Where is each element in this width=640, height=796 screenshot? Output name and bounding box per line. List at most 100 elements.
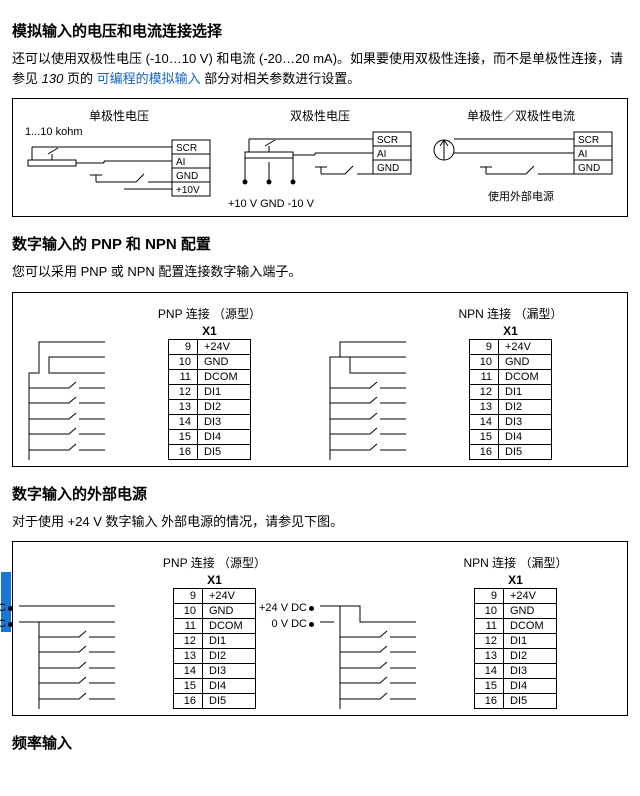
pin-num: 15 xyxy=(169,429,198,444)
section2-title: 数字输入的 PNP 和 NPN 配置 xyxy=(12,233,628,254)
pin-num: 13 xyxy=(169,399,198,414)
pin-label: GND xyxy=(203,604,256,619)
pin-label: +24V xyxy=(203,589,256,604)
pin-num: 16 xyxy=(169,444,198,459)
pin-num: 13 xyxy=(475,649,504,664)
pnp-header: PNP 连接 （源型） xyxy=(99,305,320,322)
svg-text:SCR: SCR xyxy=(578,135,599,146)
pin-num: 11 xyxy=(475,619,504,634)
pnp-ext-label2: +24 V DC xyxy=(0,618,13,630)
npn-table: 9+24V10GND11DCOM12DI113DI214DI315DI416DI… xyxy=(469,339,552,460)
s1-text-c: 部分对相关参数进行设置。 xyxy=(204,71,360,86)
pin-num: 10 xyxy=(174,604,203,619)
pin-label: GND xyxy=(198,354,251,369)
npn-ext-wires xyxy=(320,584,416,734)
pin-num: 16 xyxy=(475,694,504,709)
section2-para: 您可以采用 PNP 或 NPN 配置连接数字输入端子。 xyxy=(12,262,628,282)
npn-ext-label1: +24 V DC xyxy=(250,602,314,614)
unipolar-voltage-diagram: SCRAIGND+10V xyxy=(24,138,214,202)
svg-text:GND: GND xyxy=(578,163,600,174)
pin-num: 9 xyxy=(470,339,499,354)
pin-label: DI1 xyxy=(499,384,552,399)
pin-label: DCOM xyxy=(203,619,256,634)
pin-num: 10 xyxy=(470,354,499,369)
npn-ext-table: 9+24V10GND11DCOM12DI113DI214DI315DI416DI… xyxy=(474,588,557,709)
bipolar-voltage-diagram: SCR AI GND xyxy=(225,126,415,196)
pin-label: DI3 xyxy=(499,414,552,429)
pin-num: 14 xyxy=(174,664,203,679)
svg-text:SCR: SCR xyxy=(176,143,197,154)
d2-title: 双极性电压 xyxy=(220,107,420,124)
pin-label: DI3 xyxy=(198,414,251,429)
pnp-npn-box: PNP 连接 （源型） X1 9+24V10GND11DCOM12DI113DI… xyxy=(12,292,628,467)
pin-label: DI5 xyxy=(504,694,557,709)
pin-label: DI5 xyxy=(203,694,256,709)
pin-num: 11 xyxy=(169,369,198,384)
pin-label: DI4 xyxy=(198,429,251,444)
pin-label: +24V xyxy=(504,589,557,604)
d2-foot: +10 V GND -10 V xyxy=(228,198,420,210)
pin-num: 13 xyxy=(470,399,499,414)
pin-num: 16 xyxy=(174,694,203,709)
pin-num: 10 xyxy=(475,604,504,619)
pin-label: DI1 xyxy=(504,634,557,649)
npn-ext-label2: 0 V DC xyxy=(250,618,314,630)
programmable-analog-input-link[interactable]: 可编程的模拟输入 xyxy=(97,71,201,86)
svg-text:GND: GND xyxy=(377,163,399,174)
pnp-ext-wires xyxy=(19,584,115,734)
pin-num: 12 xyxy=(475,634,504,649)
pin-label: DI4 xyxy=(504,679,557,694)
pnp-ext-label1: 0 V DC xyxy=(0,602,13,614)
pin-label: GND xyxy=(499,354,552,369)
svg-text:SCR: SCR xyxy=(377,135,398,146)
svg-text:+10V: +10V xyxy=(176,185,200,196)
section3-para: 对于使用 +24 V 数字输入 外部电源的情况，请参见下图。 xyxy=(12,512,628,532)
npn-ext-header: NPN 连接 （漏型） xyxy=(410,554,621,571)
pin-num: 9 xyxy=(174,589,203,604)
npn-x1: X1 xyxy=(400,324,621,338)
pin-label: +24V xyxy=(198,339,251,354)
d3-title: 单极性／双极性电流 xyxy=(421,107,621,124)
npn-block: NPN 连接 （漏型） X1 9+24V10GND11DCOM12DI113DI… xyxy=(320,305,621,460)
npn-header: NPN 连接 （漏型） xyxy=(400,305,621,322)
current-diagram: SCR AI GND xyxy=(426,126,616,186)
pin-num: 15 xyxy=(475,679,504,694)
npn-wires xyxy=(320,335,406,485)
d1-title: 单极性电压 xyxy=(19,107,219,124)
pin-label: DI2 xyxy=(499,399,552,414)
pin-label: DI2 xyxy=(203,649,256,664)
pnp-ext-table: 9+24V10GND11DCOM12DI113DI214DI315DI416DI… xyxy=(173,588,256,709)
pin-label: DI2 xyxy=(504,649,557,664)
section3-title: 数字输入的外部电源 xyxy=(12,483,628,504)
pin-num: 16 xyxy=(470,444,499,459)
pin-num: 12 xyxy=(470,384,499,399)
svg-text:AI: AI xyxy=(176,157,185,168)
pin-num: 15 xyxy=(174,679,203,694)
pin-num: 11 xyxy=(470,369,499,384)
svg-text:AI: AI xyxy=(578,149,587,160)
section1-para: 还可以使用双极性电压 (-10…10 V) 和电流 (-20…20 mA)。如果… xyxy=(12,49,628,88)
pnp-ext-block: PNP 连接 （源型） X1 0 V DC +24 V DC 9+24V10GN… xyxy=(19,554,320,709)
section4-title: 频率输入 xyxy=(12,732,628,753)
pin-label: DI5 xyxy=(198,444,251,459)
ext-power-box: PNP 连接 （源型） X1 0 V DC +24 V DC 9+24V10GN… xyxy=(12,541,628,716)
pnp-ext-x1: X1 xyxy=(109,573,320,587)
pin-label: DI3 xyxy=(203,664,256,679)
pin-label: DI4 xyxy=(203,679,256,694)
npn-ext-x1: X1 xyxy=(410,573,621,587)
d3-foot: 使用外部电源 xyxy=(421,188,621,204)
analog-diagram-box: 单极性电压 1...10 kohm SCR AI GND +10V 双极性电压 SCR… xyxy=(12,98,628,217)
pin-num: 14 xyxy=(470,414,499,429)
s1-text-b: 页的 xyxy=(67,71,93,86)
pnp-block: PNP 连接 （源型） X1 9+24V10GND11DCOM12DI113DI… xyxy=(19,305,320,460)
pin-label: DI1 xyxy=(203,634,256,649)
pin-label: DI1 xyxy=(198,384,251,399)
pin-label: DCOM xyxy=(499,369,552,384)
s1-pageref: 130 xyxy=(42,71,64,86)
pin-num: 11 xyxy=(174,619,203,634)
d1-note: 1...10 kohm xyxy=(25,126,219,138)
svg-text:AI: AI xyxy=(377,149,386,160)
pin-label: DI5 xyxy=(499,444,552,459)
pin-label: DCOM xyxy=(504,619,557,634)
pin-num: 10 xyxy=(169,354,198,369)
